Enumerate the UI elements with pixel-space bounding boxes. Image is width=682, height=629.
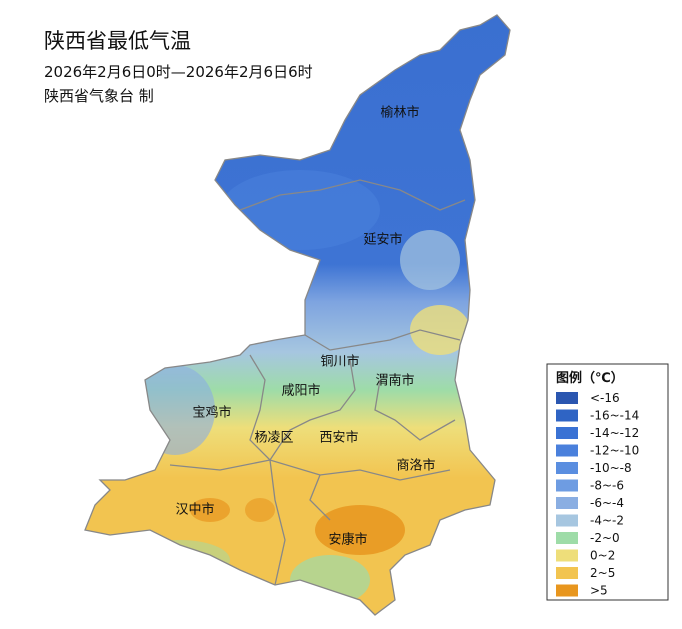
boundaries <box>84 14 511 616</box>
legend-label: <-16 <box>590 391 620 405</box>
legend-swatch <box>556 532 578 544</box>
legend-label: -10~-8 <box>590 461 632 475</box>
legend: 图例（℃） <-16 -16~-14 -14~-12 -12~-10 -10~-8 -8~… <box>546 363 669 601</box>
time-range: 2026年2月6日0时—2026年2月6日6时 <box>44 63 313 81</box>
legend-label: -4~-2 <box>590 514 624 528</box>
legend-swatch <box>556 479 578 492</box>
city-label: 渭南市 <box>375 373 414 389</box>
legend-label: 2~5 <box>590 566 615 580</box>
legend-swatch <box>556 427 578 439</box>
legend-label: -2~0 <box>590 531 620 545</box>
city-label: 安康市 <box>328 532 367 548</box>
legend-swatch <box>556 514 578 527</box>
city-label: 汉中市 <box>175 502 214 518</box>
legend-label: -14~-12 <box>590 426 639 440</box>
legend-swatch <box>556 549 578 562</box>
city-label: 榆林市 <box>380 105 419 121</box>
legend-title: 图例（℃） <box>556 370 624 386</box>
legend-label: -8~-6 <box>590 479 624 493</box>
city-label: 宝鸡市 <box>192 405 231 421</box>
legend-label: -6~-4 <box>590 496 624 510</box>
legend-label: 0~2 <box>590 549 615 563</box>
city-label: 商洛市 <box>396 458 435 474</box>
legend-swatch <box>556 392 578 404</box>
legend-label: -16~-14 <box>590 409 639 423</box>
legend-swatch <box>556 462 578 474</box>
city-label: 延安市 <box>363 232 402 248</box>
legend-swatch <box>556 584 578 597</box>
city-label: 西安市 <box>319 430 358 446</box>
legend-label: -12~-10 <box>590 444 639 458</box>
legend-swatch <box>556 409 578 422</box>
issuer: 陕西省气象台 制 <box>44 87 154 105</box>
legend-swatch <box>556 444 578 457</box>
legend-label: >5 <box>590 584 608 598</box>
city-label: 杨凌区 <box>254 431 293 446</box>
city-label: 铜川市 <box>320 354 359 370</box>
map-title: 陕西省最低气温 <box>44 29 191 53</box>
legend-swatch <box>556 497 578 509</box>
legend-swatch <box>556 567 578 579</box>
city-label: 咸阳市 <box>281 383 320 399</box>
